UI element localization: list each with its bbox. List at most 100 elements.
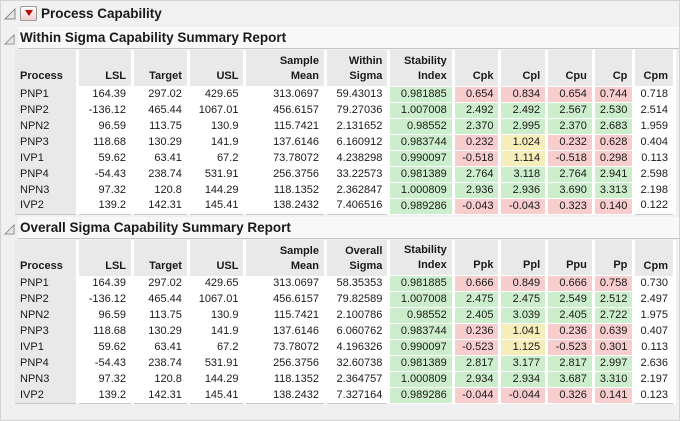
value-cell: 59.43013 bbox=[325, 86, 391, 102]
table-row: IVP2 139.2 142.31 145.41 138.2432 7.327164 0.9… bbox=[15, 387, 676, 404]
value-cell: 0.122 bbox=[633, 198, 676, 214]
value-cell: 63.41 bbox=[132, 339, 190, 356]
value-cell: 113.75 bbox=[132, 118, 190, 134]
value-cell: 63.41 bbox=[132, 150, 190, 166]
value-cell: 2.941 bbox=[593, 165, 636, 183]
overall-sigma-capability-table: Process LSL Target USL Sample Mean Overall Si… bbox=[15, 239, 676, 404]
value-cell: 2.198 bbox=[633, 182, 676, 198]
table-row: NPN2 96.59 113.75 130.9 115.7421 2.131652 0.98… bbox=[15, 117, 676, 135]
value-cell: 1.041 bbox=[499, 323, 549, 340]
value-cell: 58.35353 bbox=[325, 275, 391, 292]
value-cell: 429.65 bbox=[188, 86, 247, 102]
disclosure-triangle-icon[interactable] bbox=[3, 7, 16, 20]
value-cell: 4.238298 bbox=[325, 150, 391, 166]
value-cell: 297.02 bbox=[132, 86, 190, 102]
value-cell: 67.2 bbox=[188, 150, 247, 166]
value-cell: 130.29 bbox=[132, 323, 190, 340]
value-cell: 144.29 bbox=[188, 371, 247, 388]
value-cell: -0.523 bbox=[546, 339, 595, 356]
value-cell: 79.27036 bbox=[325, 102, 391, 118]
section-title: Within Sigma Capability Summary Report bbox=[20, 30, 287, 45]
value-cell: 2.764 bbox=[546, 165, 595, 183]
column-header-overall-sigma: Overall Sigma bbox=[325, 239, 391, 276]
value-cell: 3.690 bbox=[546, 181, 595, 199]
value-cell: 118.1352 bbox=[244, 371, 327, 388]
value-cell: 2.405 bbox=[546, 307, 595, 324]
value-cell: 139.2 bbox=[77, 387, 135, 404]
column-header-usl: USL bbox=[188, 50, 247, 86]
value-cell: 118.1352 bbox=[244, 182, 327, 198]
table-row: PNP1 164.39 297.02 429.65 313.0697 58.35353 0.… bbox=[15, 275, 676, 292]
value-cell: 2.997 bbox=[593, 355, 636, 372]
value-cell: 0.326 bbox=[546, 387, 595, 404]
value-cell: 0.744 bbox=[593, 85, 636, 103]
process-cell: IVP2 bbox=[15, 198, 79, 214]
value-cell: 0.232 bbox=[546, 133, 595, 151]
table-row: PNP3 118.68 130.29 141.9 137.6146 6.060762 0.9… bbox=[15, 323, 676, 340]
value-cell: 456.6157 bbox=[244, 102, 327, 118]
value-cell: 2.405 bbox=[453, 307, 502, 324]
value-cell: 120.8 bbox=[132, 182, 190, 198]
value-cell: 0.113 bbox=[633, 150, 676, 166]
value-cell: 1.975 bbox=[633, 307, 676, 324]
page-title: Process Capability bbox=[41, 5, 162, 21]
value-cell: 4.196326 bbox=[325, 339, 391, 356]
value-cell: 0.98552 bbox=[388, 307, 455, 324]
red-triangle-menu-button[interactable] bbox=[20, 5, 37, 21]
column-header-lsl: LSL bbox=[77, 239, 135, 276]
process-cell: NPN2 bbox=[15, 307, 79, 324]
column-header-sample-mean: Sample Mean bbox=[244, 50, 327, 86]
value-cell: 6.160912 bbox=[325, 134, 391, 150]
process-cell: PNP3 bbox=[15, 134, 79, 150]
table-row: NPN3 97.32 120.8 144.29 118.1352 2.362847 1.00… bbox=[15, 181, 676, 199]
value-cell: 297.02 bbox=[132, 275, 190, 292]
overall-sigma-section: Overall Sigma Capability Summary Report … bbox=[1, 216, 679, 404]
value-cell: 2.636 bbox=[633, 355, 676, 372]
value-cell: 0.981389 bbox=[388, 165, 455, 183]
disclosure-triangle-icon[interactable] bbox=[3, 222, 16, 235]
process-cell: IVP1 bbox=[15, 150, 79, 166]
disclosure-triangle-icon[interactable] bbox=[3, 32, 16, 45]
value-cell: -0.518 bbox=[546, 149, 595, 167]
column-header-cpk: Cpk bbox=[453, 50, 502, 86]
process-cell: PNP1 bbox=[15, 86, 79, 102]
value-cell: 465.44 bbox=[132, 291, 190, 308]
overall-sigma-section-header: Overall Sigma Capability Summary Report bbox=[1, 216, 679, 239]
value-cell: 2.131652 bbox=[325, 118, 391, 134]
value-cell: 1.959 bbox=[633, 118, 676, 134]
section-title: Overall Sigma Capability Summary Report bbox=[20, 219, 291, 235]
value-cell: -54.43 bbox=[77, 166, 135, 182]
value-cell: -0.523 bbox=[453, 339, 502, 356]
value-cell: 2.492 bbox=[499, 101, 549, 119]
column-header-cpu: Cpu bbox=[546, 50, 595, 86]
value-cell: 113.75 bbox=[132, 307, 190, 324]
value-cell: 0.981885 bbox=[388, 275, 455, 292]
value-cell: 456.6157 bbox=[244, 291, 327, 308]
value-cell: 73.78072 bbox=[244, 339, 327, 356]
value-cell: 2.362847 bbox=[325, 182, 391, 198]
value-cell: 531.91 bbox=[188, 355, 247, 372]
red-triangle-icon bbox=[24, 10, 33, 16]
value-cell: 1067.01 bbox=[188, 291, 247, 308]
column-header-cpl: Cpl bbox=[499, 50, 549, 86]
within-sigma-section-header: Within Sigma Capability Summary Report bbox=[1, 27, 679, 49]
value-cell: 0.718 bbox=[633, 86, 676, 102]
value-cell: 0.236 bbox=[546, 323, 595, 340]
value-cell: 1.125 bbox=[499, 339, 549, 356]
value-cell: 164.39 bbox=[77, 86, 135, 102]
column-header-target: Target bbox=[132, 239, 190, 276]
column-header-stability-index: Stability Index bbox=[388, 239, 455, 276]
value-cell: 118.68 bbox=[77, 323, 135, 340]
value-cell: 59.62 bbox=[77, 339, 135, 356]
value-cell: 0.666 bbox=[453, 275, 502, 292]
table-row: IVP1 59.62 63.41 67.2 73.78072 4.196326 0.9900… bbox=[15, 339, 676, 356]
value-cell: 2.722 bbox=[593, 307, 636, 324]
value-cell: 2.567 bbox=[546, 101, 595, 119]
value-cell: 142.31 bbox=[132, 198, 190, 214]
value-cell: 0.639 bbox=[593, 323, 636, 340]
value-cell: 0.990097 bbox=[388, 339, 455, 356]
value-cell: -136.12 bbox=[77, 102, 135, 118]
value-cell: -0.518 bbox=[453, 149, 502, 167]
value-cell: 0.298 bbox=[593, 149, 636, 167]
value-cell: 429.65 bbox=[188, 275, 247, 292]
